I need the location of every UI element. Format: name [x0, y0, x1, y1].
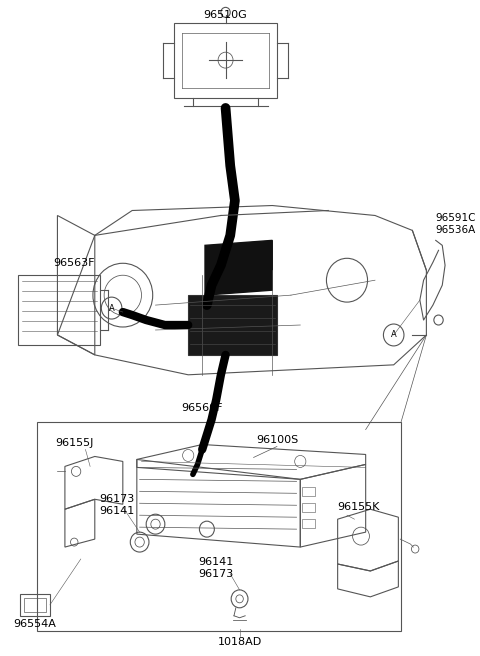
Text: 96155K: 96155K	[337, 502, 380, 512]
Text: 96536A: 96536A	[436, 226, 476, 236]
Text: 96100S: 96100S	[256, 434, 298, 445]
Text: 96563F: 96563F	[53, 258, 95, 268]
Text: 96155J: 96155J	[55, 438, 94, 447]
Text: 1018AD: 1018AD	[217, 637, 262, 647]
Text: 96173: 96173	[99, 494, 135, 504]
Text: 96554A: 96554A	[13, 619, 57, 628]
Text: 96173: 96173	[199, 569, 234, 579]
Bar	[24, 598, 46, 612]
Text: 96591C: 96591C	[436, 213, 476, 224]
Bar	[18, 276, 100, 345]
Text: 96141: 96141	[199, 557, 234, 567]
Bar	[302, 487, 315, 497]
Text: 96141: 96141	[99, 506, 135, 516]
Text: A: A	[109, 304, 115, 313]
Text: 96560F: 96560F	[181, 403, 223, 413]
Polygon shape	[205, 240, 272, 295]
Text: A: A	[391, 331, 396, 339]
Bar	[20, 594, 50, 616]
Bar	[302, 519, 315, 528]
Bar	[302, 503, 315, 512]
Bar	[37, 422, 401, 630]
Polygon shape	[188, 295, 277, 355]
Text: 96510G: 96510G	[204, 10, 247, 20]
